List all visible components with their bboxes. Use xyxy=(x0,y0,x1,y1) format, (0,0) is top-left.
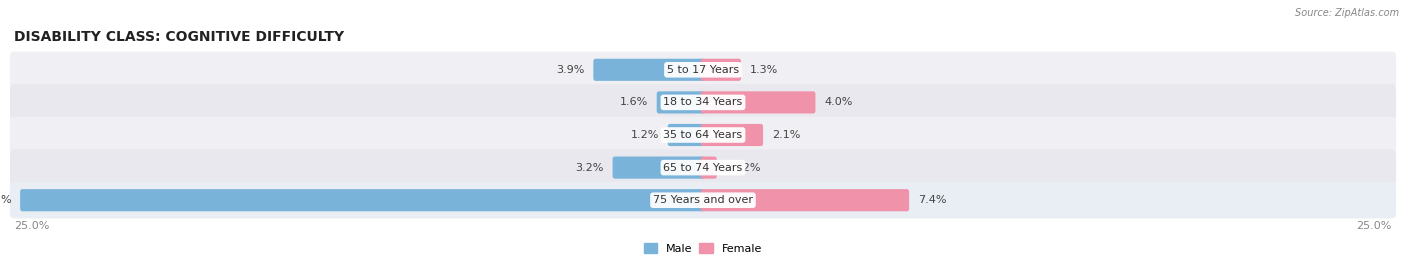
FancyBboxPatch shape xyxy=(700,59,741,81)
FancyBboxPatch shape xyxy=(700,157,717,179)
Text: Source: ZipAtlas.com: Source: ZipAtlas.com xyxy=(1295,8,1399,18)
FancyBboxPatch shape xyxy=(10,182,1396,218)
Text: 5 to 17 Years: 5 to 17 Years xyxy=(666,65,740,75)
Text: 1.3%: 1.3% xyxy=(749,65,778,75)
Text: 18 to 34 Years: 18 to 34 Years xyxy=(664,97,742,107)
Text: 24.7%: 24.7% xyxy=(0,195,11,205)
Text: 3.2%: 3.2% xyxy=(575,163,603,173)
Text: DISABILITY CLASS: COGNITIVE DIFFICULTY: DISABILITY CLASS: COGNITIVE DIFFICULTY xyxy=(14,30,344,44)
FancyBboxPatch shape xyxy=(593,59,706,81)
Legend: Male, Female: Male, Female xyxy=(644,244,762,254)
FancyBboxPatch shape xyxy=(10,52,1396,88)
Text: 0.42%: 0.42% xyxy=(725,163,761,173)
Text: 35 to 64 Years: 35 to 64 Years xyxy=(664,130,742,140)
FancyBboxPatch shape xyxy=(668,124,706,146)
FancyBboxPatch shape xyxy=(10,117,1396,153)
Text: 4.0%: 4.0% xyxy=(824,97,852,107)
Text: 75 Years and over: 75 Years and over xyxy=(652,195,754,205)
FancyBboxPatch shape xyxy=(700,189,910,211)
Text: 7.4%: 7.4% xyxy=(918,195,946,205)
Text: 25.0%: 25.0% xyxy=(1357,221,1392,231)
FancyBboxPatch shape xyxy=(700,91,815,113)
FancyBboxPatch shape xyxy=(657,91,706,113)
Text: 2.1%: 2.1% xyxy=(772,130,800,140)
FancyBboxPatch shape xyxy=(10,84,1396,121)
Text: 3.9%: 3.9% xyxy=(557,65,585,75)
FancyBboxPatch shape xyxy=(613,157,706,179)
Text: 65 to 74 Years: 65 to 74 Years xyxy=(664,163,742,173)
Text: 1.2%: 1.2% xyxy=(630,130,659,140)
FancyBboxPatch shape xyxy=(700,124,763,146)
Text: 25.0%: 25.0% xyxy=(14,221,49,231)
Text: 1.6%: 1.6% xyxy=(620,97,648,107)
FancyBboxPatch shape xyxy=(20,189,706,211)
FancyBboxPatch shape xyxy=(10,149,1396,186)
